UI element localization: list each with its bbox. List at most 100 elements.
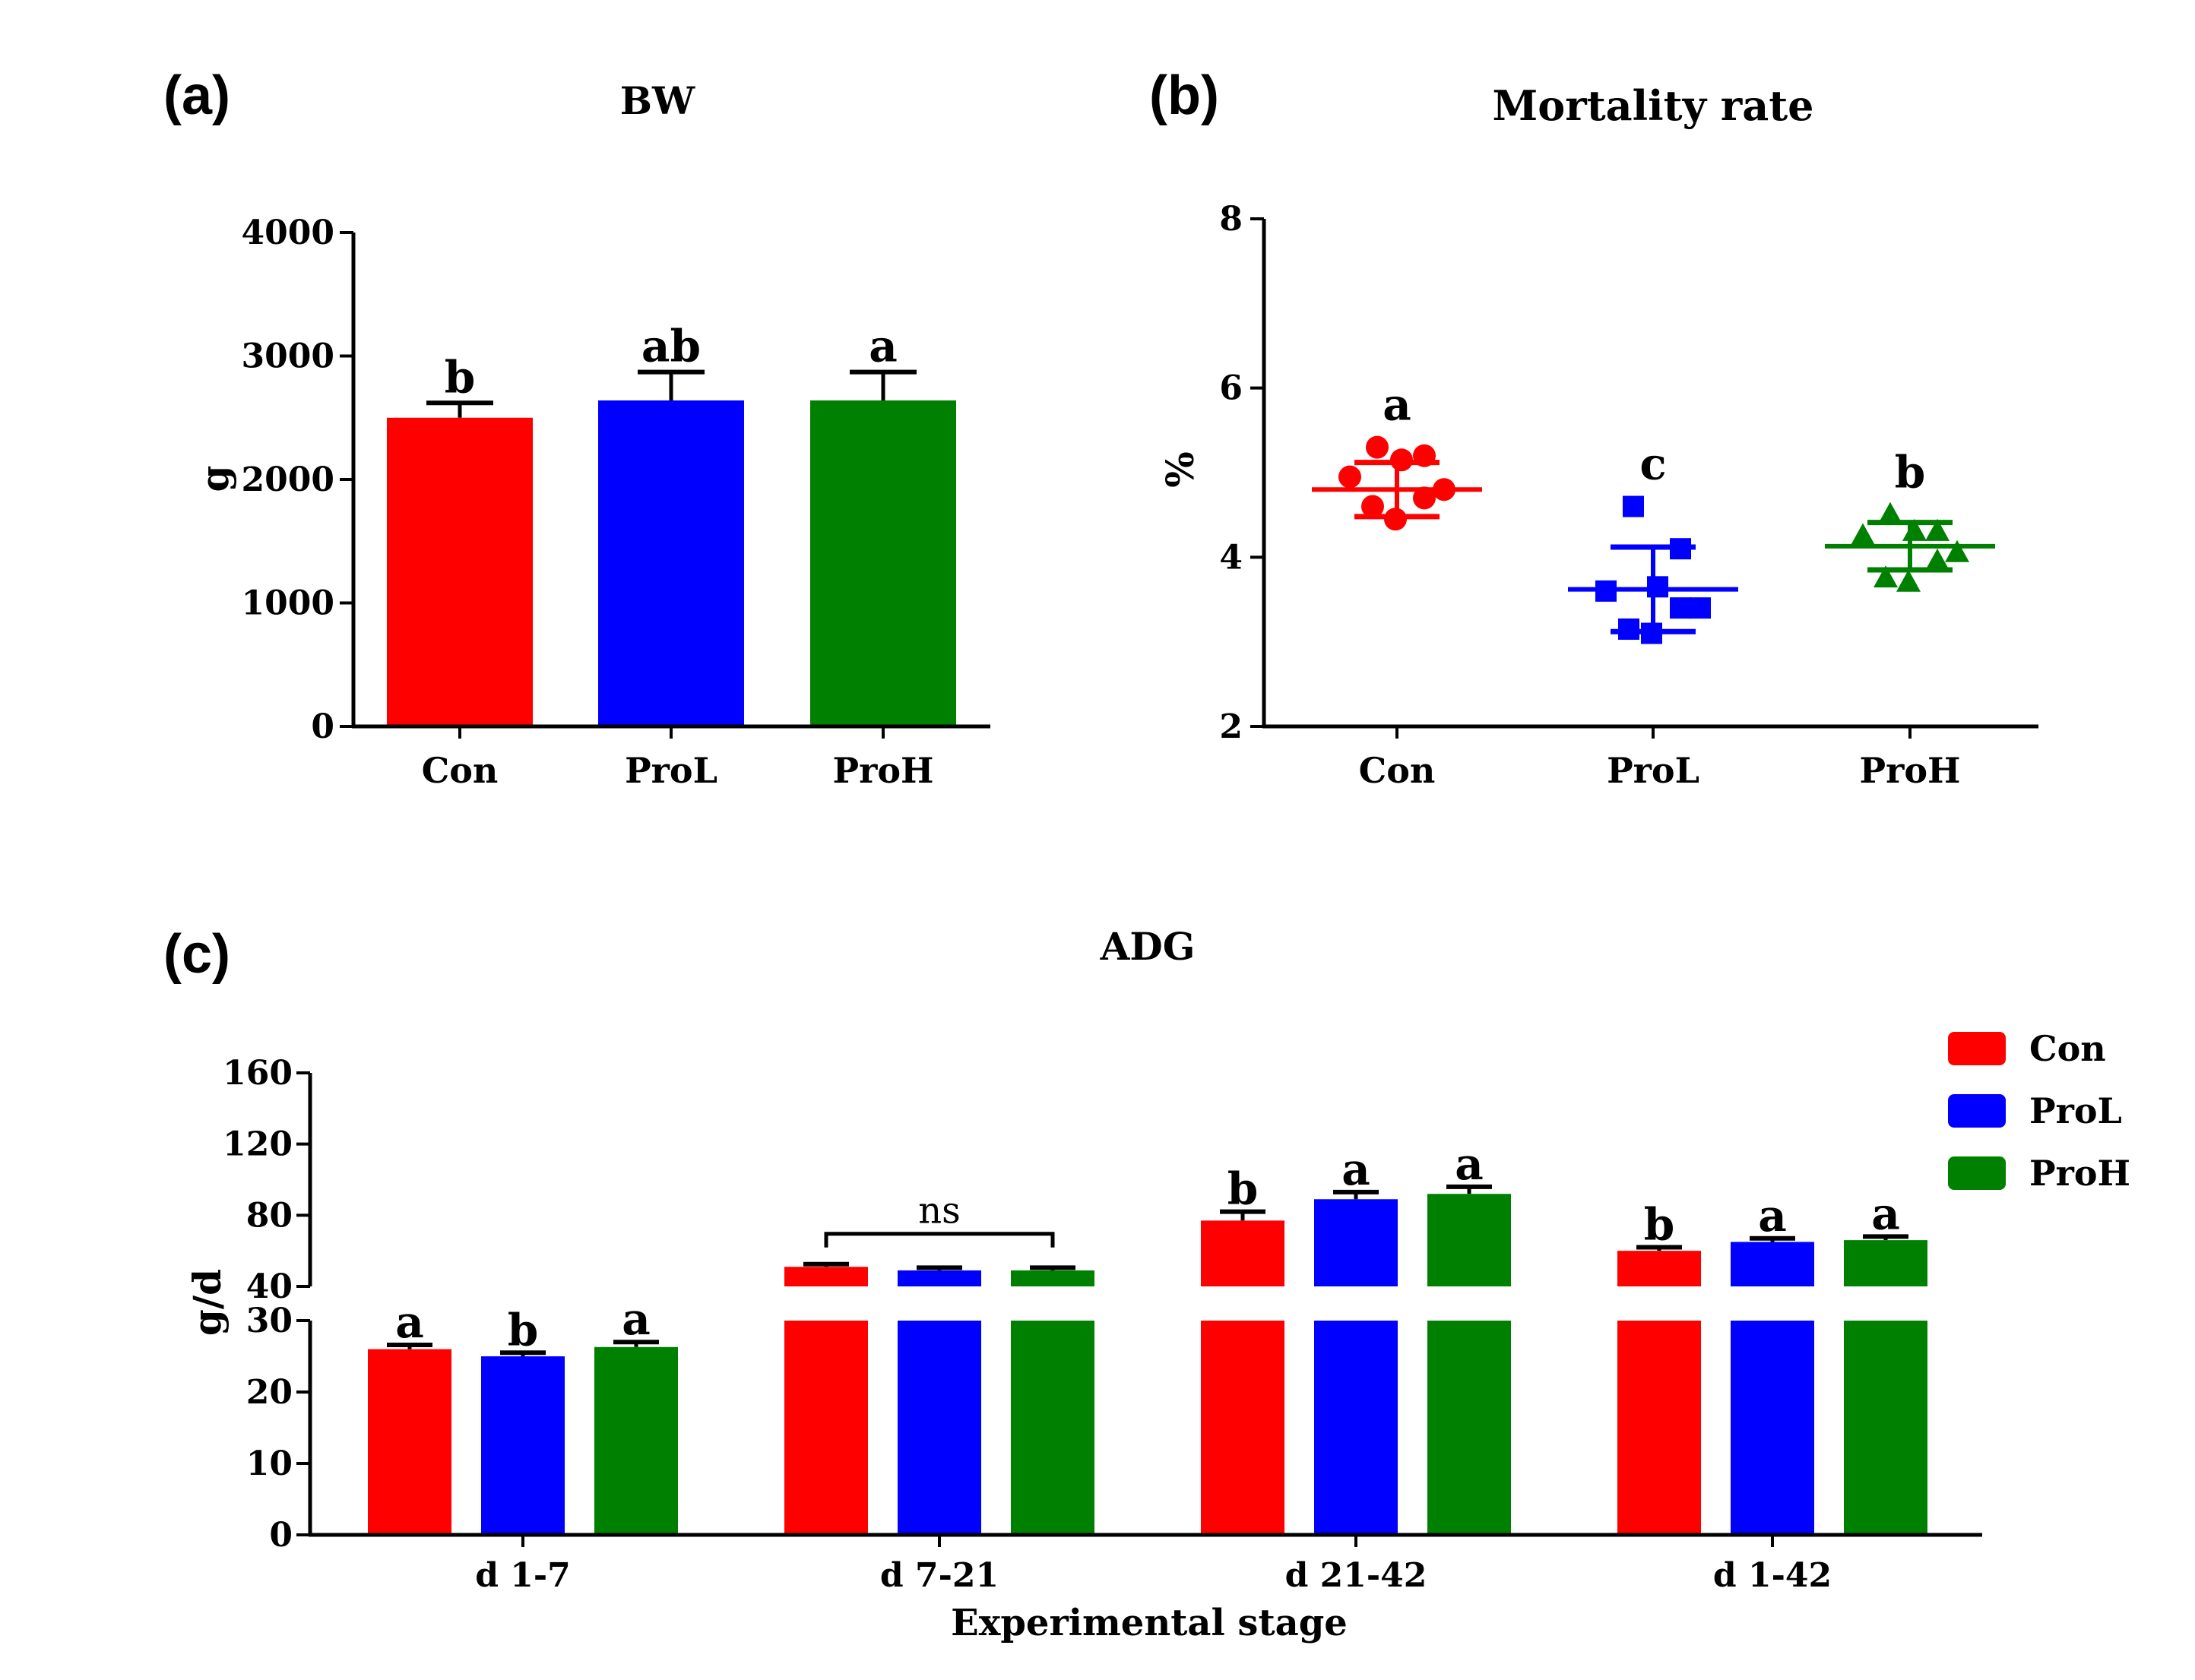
panel-c-xlabel: Experimental stage: [951, 1602, 1348, 1644]
panel-b-ylabel: %: [1158, 451, 1202, 488]
panel-b-point-Con: [1361, 495, 1384, 518]
panel-c-ns-bracket: [824, 1232, 1055, 1248]
panel-b-point-ProH: [1925, 548, 1950, 571]
panel-c-bar-ProL-lower: [898, 1321, 981, 1535]
panel-b-xtick-label: Con: [1359, 750, 1436, 791]
panel-a-ytick-label: 0: [311, 707, 334, 746]
panel-c-bar-Con: [784, 1267, 868, 1286]
panel-c-bar-ProL-lower: [1314, 1321, 1398, 1535]
panel-b-ytick-label: 8: [1219, 200, 1243, 239]
panel-c-xtick-label: d 1-7: [475, 1556, 571, 1595]
panel-c-sig-letter: b: [1227, 1163, 1259, 1215]
panel-c-sig-letter: a: [1871, 1188, 1900, 1239]
panel-b-sig-letter: a: [1383, 379, 1411, 431]
panel-b-point-ProL: [1623, 495, 1644, 517]
panel-c-sig-letter: a: [395, 1296, 424, 1348]
panel-c-legend-label: ProH: [2029, 1153, 2130, 1194]
panel-c-bar-ProH-lower: [1427, 1321, 1511, 1535]
panel-b-xtick-label: ProL: [1607, 750, 1699, 791]
panel-c-ytick-label: 120: [223, 1125, 293, 1164]
panel-c-bar-ProH: [1427, 1194, 1511, 1286]
panel-a-ytick-label: 3000: [242, 337, 334, 376]
panel-c-bar-ProL-lower: [1731, 1321, 1814, 1535]
panel-a-ylabel: g: [192, 466, 237, 492]
panel-c-legend-swatch-ProH: [1948, 1156, 2006, 1190]
panel-b-point-ProH: [1874, 565, 1898, 588]
panel-a-bw: (a) BW g b ab a Con ProL ProH 0 1000 2000 3000 40…: [163, 65, 990, 791]
panel-a-sig-letter: ab: [641, 321, 701, 372]
panel-c-ytick-label: 160: [223, 1054, 293, 1093]
panel-c-ylabel: g/d: [185, 1269, 230, 1336]
panel-a-bar-ProL: [598, 400, 744, 726]
panel-b-point-Con: [1413, 486, 1436, 510]
panel-c-sig-letter: a: [1758, 1190, 1787, 1242]
panel-c-bar-ProL: [1731, 1242, 1814, 1286]
panel-a-ytick-label: 4000: [242, 214, 334, 252]
panel-c-legend-swatch-ProL: [1948, 1094, 2006, 1128]
panel-c-xtick-label: d 7-21: [880, 1556, 999, 1595]
panel-b-point-ProL: [1670, 597, 1691, 619]
panel-a-xtick-label: ProL: [625, 750, 717, 791]
panel-b-ytick-label: 2: [1219, 707, 1243, 746]
panel-b-point-ProH: [1945, 539, 1969, 562]
panel-c-bar-ProL: [1314, 1199, 1398, 1286]
panel-c-ytick-label: 40: [246, 1267, 293, 1306]
panel-b-sig-letter: c: [1639, 438, 1666, 490]
panel-c-bar-ProH: [1011, 1270, 1094, 1286]
panel-c-bar-Con: [1617, 1251, 1701, 1286]
panel-a-label: (a): [163, 65, 230, 126]
panel-c-label: (c): [163, 924, 230, 985]
panel-c-sig-letter: a: [1341, 1144, 1370, 1195]
panel-c-ytick-label: 20: [246, 1373, 293, 1412]
panel-c-xtick-label: d 21-42: [1285, 1556, 1427, 1595]
panel-c-adg: (c) ADG g/d Experimental stage a b a b a a b a a…: [163, 924, 2130, 1644]
panel-b-point-Con: [1338, 465, 1361, 489]
panel-b-point-ProL: [1690, 597, 1711, 619]
panel-a-ytick-label: 2000: [242, 460, 334, 499]
panel-c-bar-ProH: [1844, 1240, 1927, 1286]
panel-b-ytick-label: 6: [1219, 369, 1243, 408]
panel-c-bar-ProL: [481, 1356, 565, 1535]
panel-c-ns-label: ns: [918, 1190, 961, 1232]
panel-c-xtick-label: d 1-42: [1713, 1556, 1832, 1595]
panel-c-bar-Con: [1201, 1220, 1284, 1286]
panel-c-bar-Con: [368, 1349, 451, 1535]
panel-c-ytick-label: 0: [269, 1516, 293, 1555]
panel-c-sig-letter: b: [1644, 1198, 1675, 1250]
panel-c-bar-Con-lower: [784, 1321, 868, 1535]
panel-c-ytick-label: 30: [246, 1302, 293, 1340]
panel-a-xtick-label: Con: [422, 750, 499, 791]
panel-b-point-ProH: [1896, 569, 1921, 592]
panel-c-ytick-label: 10: [246, 1444, 293, 1483]
panel-a-sig-letter: a: [869, 321, 898, 372]
panel-a-ytick-label: 1000: [242, 584, 334, 623]
panel-c-legend-label: ProL: [2029, 1090, 2122, 1131]
panel-c-legend-label: Con: [2029, 1028, 2106, 1069]
panel-a-xtick-label: ProH: [833, 750, 934, 791]
panel-b-label: (b): [1149, 65, 1219, 126]
panel-c-sig-letter: a: [1455, 1138, 1484, 1190]
panel-b-point-ProH: [1925, 518, 1950, 541]
panel-a-title: BW: [620, 78, 695, 123]
panel-b-point-Con: [1366, 435, 1389, 459]
panel-c-bar-ProH-lower: [1844, 1321, 1927, 1535]
panel-c-bar-Con-lower: [1617, 1321, 1701, 1535]
panel-a-bar-ProH: [810, 400, 956, 726]
panel-b-point-ProL: [1647, 576, 1668, 598]
panel-b-mortality: (b) Mortality rate % a c b Con ProL ProH 2 4 6 8: [1149, 65, 2038, 791]
panel-c-title: ADG: [1100, 924, 1196, 969]
panel-b-sig-letter: b: [1895, 447, 1926, 498]
panel-c-ytick-label: 80: [246, 1196, 293, 1235]
panel-c-bar-ProH-lower: [1011, 1321, 1094, 1535]
panel-c-sig-letter: b: [508, 1304, 539, 1356]
panel-c-bar-ProH: [594, 1346, 678, 1535]
panel-c-bar-Con-lower: [1201, 1321, 1284, 1535]
panel-c-bar-ProL: [898, 1270, 981, 1286]
panel-b-point-ProH: [1851, 523, 1875, 546]
panel-c-legend-swatch-Con: [1948, 1032, 2006, 1065]
panel-b-ytick-label: 4: [1219, 538, 1243, 577]
panel-a-bar-Con: [387, 417, 533, 726]
panel-a-sig-letter: b: [445, 351, 476, 403]
panel-c-legend: Con ProL ProH: [1948, 1028, 2130, 1194]
